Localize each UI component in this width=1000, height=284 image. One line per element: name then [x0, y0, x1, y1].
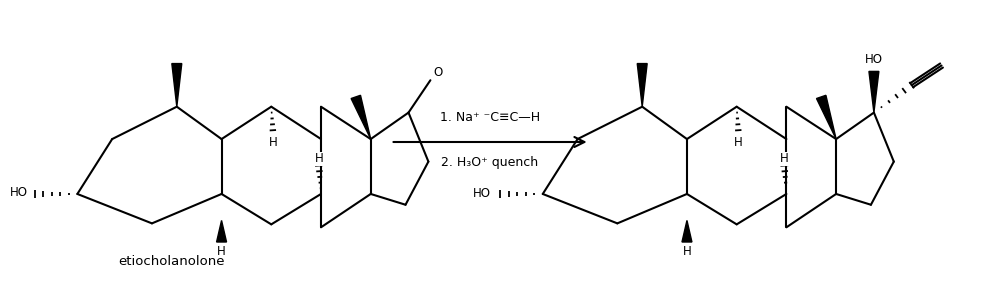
Text: H: H [269, 135, 278, 149]
Text: H: H [683, 245, 691, 258]
Polygon shape [682, 220, 692, 242]
Text: H: H [780, 152, 789, 165]
Text: etiocholanolone: etiocholanolone [119, 256, 225, 268]
Text: 1. Na⁺ ⁻C≡C—H: 1. Na⁺ ⁻C≡C—H [440, 111, 540, 124]
Polygon shape [637, 64, 647, 107]
Text: 2. H₃O⁺ quench: 2. H₃O⁺ quench [441, 156, 539, 169]
Polygon shape [869, 71, 879, 112]
Text: HO: HO [473, 187, 491, 201]
Text: HO: HO [865, 53, 883, 66]
Text: HO: HO [10, 187, 28, 199]
Text: O: O [434, 66, 443, 79]
Polygon shape [351, 95, 371, 139]
Polygon shape [217, 220, 227, 242]
Text: H: H [734, 135, 743, 149]
Polygon shape [172, 64, 182, 107]
Text: H: H [217, 245, 226, 258]
Text: H: H [315, 152, 323, 165]
Polygon shape [817, 95, 836, 139]
